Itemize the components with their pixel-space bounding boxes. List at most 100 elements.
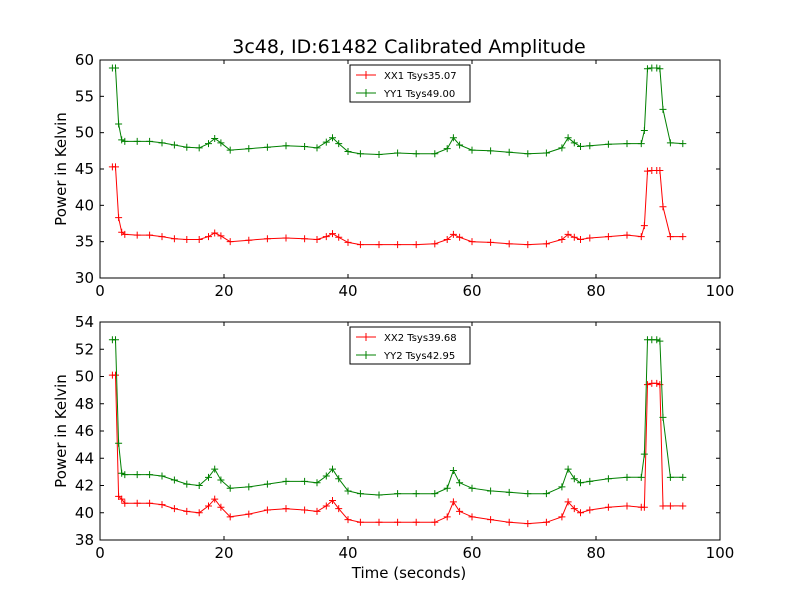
data-point — [604, 140, 612, 148]
data-point — [158, 139, 166, 147]
legend-label: YY2 Tsys42.95 — [383, 351, 455, 362]
data-point — [301, 506, 309, 514]
x-tick-label: 40 — [338, 282, 357, 300]
legend-marker — [362, 333, 370, 341]
data-point — [322, 472, 330, 480]
data-point — [118, 495, 126, 503]
data-point — [623, 140, 631, 148]
data-point — [375, 491, 383, 499]
data-point — [205, 233, 212, 241]
legend-marker — [362, 71, 370, 79]
y-tick-label: 45 — [75, 160, 94, 178]
data-point — [282, 142, 290, 150]
data-point — [564, 134, 572, 142]
data-point — [586, 506, 594, 514]
data-point — [577, 479, 584, 487]
x-tick-label: 80 — [586, 282, 605, 300]
data-point — [313, 144, 321, 152]
y-tick-label: 50 — [75, 368, 94, 386]
data-point — [375, 150, 383, 158]
data-point — [335, 475, 343, 483]
data-point — [679, 233, 687, 241]
data-point — [195, 482, 203, 489]
data-point — [653, 64, 661, 72]
y-tick-label: 60 — [75, 51, 94, 69]
data-point — [158, 501, 166, 509]
data-point — [183, 507, 191, 515]
data-point — [133, 471, 141, 479]
data-point — [335, 505, 343, 513]
y-tick-label: 35 — [75, 233, 94, 251]
data-point — [195, 235, 203, 243]
data-point — [456, 479, 464, 487]
data-point — [570, 475, 578, 483]
data-point — [449, 134, 457, 142]
data-point — [412, 241, 420, 249]
data-point — [133, 231, 141, 239]
data-point — [577, 142, 584, 150]
bottom-panel: 0 20 40 60 80 100 38 40 42 44 46 48 50 52 54 Power in K… — [52, 313, 734, 562]
data-point — [282, 505, 290, 513]
data-point — [329, 230, 336, 238]
data-point — [542, 240, 550, 248]
data-point — [542, 149, 550, 157]
data-point — [412, 518, 420, 526]
data-point — [263, 506, 271, 514]
x-tick-label: 0 — [95, 544, 105, 562]
data-point — [329, 465, 336, 473]
data-point — [505, 148, 513, 156]
data-point — [640, 503, 648, 511]
data-point — [577, 509, 584, 517]
data-point — [643, 65, 651, 73]
data-point — [115, 214, 123, 222]
data-point — [226, 238, 234, 246]
data-point — [412, 150, 420, 158]
data-point — [211, 465, 219, 473]
y-axis-label: Power in Kelvin — [52, 374, 70, 488]
series-green — [108, 64, 687, 158]
data-point — [449, 230, 457, 238]
data-point — [487, 147, 495, 155]
data-point — [679, 502, 687, 510]
data-point — [313, 479, 321, 487]
x-tick-label: 0 — [95, 282, 105, 300]
legend-box — [349, 326, 471, 365]
data-point — [586, 477, 594, 485]
data-point — [394, 241, 402, 249]
data-point — [356, 150, 364, 158]
data-point — [158, 233, 166, 241]
data-point — [431, 240, 439, 248]
data-point — [263, 480, 271, 488]
data-point — [344, 516, 352, 524]
data-point — [468, 513, 476, 521]
data-point — [205, 473, 212, 481]
data-point — [558, 483, 566, 491]
data-point — [112, 336, 119, 344]
data-point — [643, 167, 651, 175]
data-point — [313, 507, 321, 515]
data-point — [431, 150, 439, 158]
data-point — [146, 231, 154, 239]
data-point — [263, 235, 271, 243]
data-point — [170, 141, 178, 149]
data-point — [570, 233, 578, 241]
data-point — [623, 502, 631, 510]
data-point — [375, 241, 383, 249]
data-point — [679, 140, 687, 148]
data-point — [335, 233, 343, 241]
data-point — [121, 230, 129, 238]
x-tick-label: 60 — [462, 544, 481, 562]
data-point — [524, 241, 532, 249]
data-point — [653, 336, 661, 344]
data-point — [468, 484, 476, 492]
data-point — [121, 137, 129, 145]
data-point — [666, 139, 674, 147]
series-red — [108, 163, 687, 249]
data-point — [322, 502, 330, 510]
data-point — [133, 499, 141, 507]
data-point — [431, 518, 439, 526]
data-point — [640, 222, 648, 230]
data-point — [211, 229, 219, 237]
data-point — [542, 518, 550, 526]
